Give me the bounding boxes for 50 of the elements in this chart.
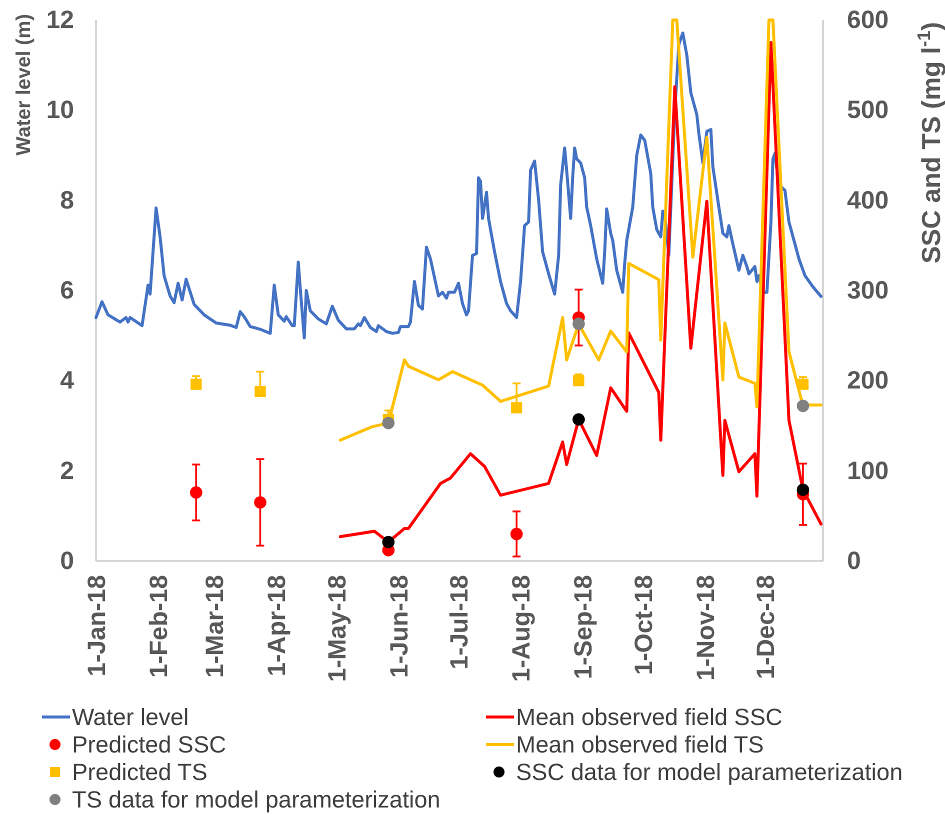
legend-label: Mean observed field SSC bbox=[516, 704, 783, 730]
y-tick-label: 12 bbox=[46, 6, 74, 34]
point bbox=[796, 400, 810, 412]
line-series bbox=[338, 18, 822, 442]
y-tick-label: 0 bbox=[60, 547, 74, 575]
point bbox=[254, 496, 266, 509]
y2-tick-label: 0 bbox=[847, 547, 861, 575]
point bbox=[510, 528, 523, 540]
legend-label: Predicted SSC bbox=[72, 732, 226, 758]
y2-tick-label: 600 bbox=[847, 6, 889, 34]
x-tick-label: 1-Jun-18 bbox=[385, 574, 414, 678]
line-series bbox=[94, 32, 822, 340]
legend-label: Predicted TS bbox=[72, 759, 208, 786]
point bbox=[510, 402, 522, 414]
y-tick-label: 6 bbox=[60, 276, 74, 304]
y2-tick-label: 500 bbox=[847, 96, 889, 124]
point bbox=[254, 386, 266, 398]
x-tick-label: 1-Aug-18 bbox=[508, 574, 536, 682]
y2-tick-label: 200 bbox=[847, 366, 889, 395]
y-tick-label: 4 bbox=[60, 366, 74, 395]
point bbox=[190, 378, 202, 390]
x-tick-label: 1-Apr-18 bbox=[263, 574, 292, 676]
x-tick-label: 1-Nov-18 bbox=[692, 574, 720, 681]
point bbox=[572, 318, 585, 330]
x-tick-label: 1-Oct-18 bbox=[630, 574, 658, 676]
y-tick-label: 10 bbox=[46, 96, 74, 124]
x-tick-label: 1-Dec-18 bbox=[752, 574, 780, 680]
point bbox=[572, 413, 585, 426]
point bbox=[797, 378, 809, 390]
y-axis-title: Water level (m) bbox=[13, 14, 35, 156]
x-tick-label: 1-Jul-18 bbox=[446, 574, 474, 670]
x-tick-label: 1-Sep-18 bbox=[570, 574, 598, 680]
legend-label: SSC data for model parameterization bbox=[516, 759, 903, 786]
legend-label: TS data for model parameterization bbox=[72, 786, 440, 813]
x-tick-label: 1-Mar-18 bbox=[201, 574, 230, 678]
y2-tick-label: 100 bbox=[847, 456, 889, 485]
point bbox=[796, 484, 810, 496]
x-tick-label: 1-May-18 bbox=[323, 574, 352, 682]
x-tick-label: 1-Jan-18 bbox=[83, 574, 111, 676]
x-tick-label: 1-Feb-18 bbox=[145, 574, 174, 678]
y2-tick-label: 300 bbox=[847, 276, 889, 304]
legend-label: Mean observed field TS bbox=[516, 732, 764, 758]
y-tick-label: 8 bbox=[60, 186, 74, 214]
y-tick-label: 2 bbox=[60, 456, 74, 485]
point bbox=[573, 375, 584, 386]
y2-tick-label: 400 bbox=[847, 186, 889, 214]
legend-label: Water level bbox=[72, 704, 189, 730]
point bbox=[190, 486, 202, 499]
point bbox=[382, 536, 395, 548]
point bbox=[382, 416, 395, 430]
